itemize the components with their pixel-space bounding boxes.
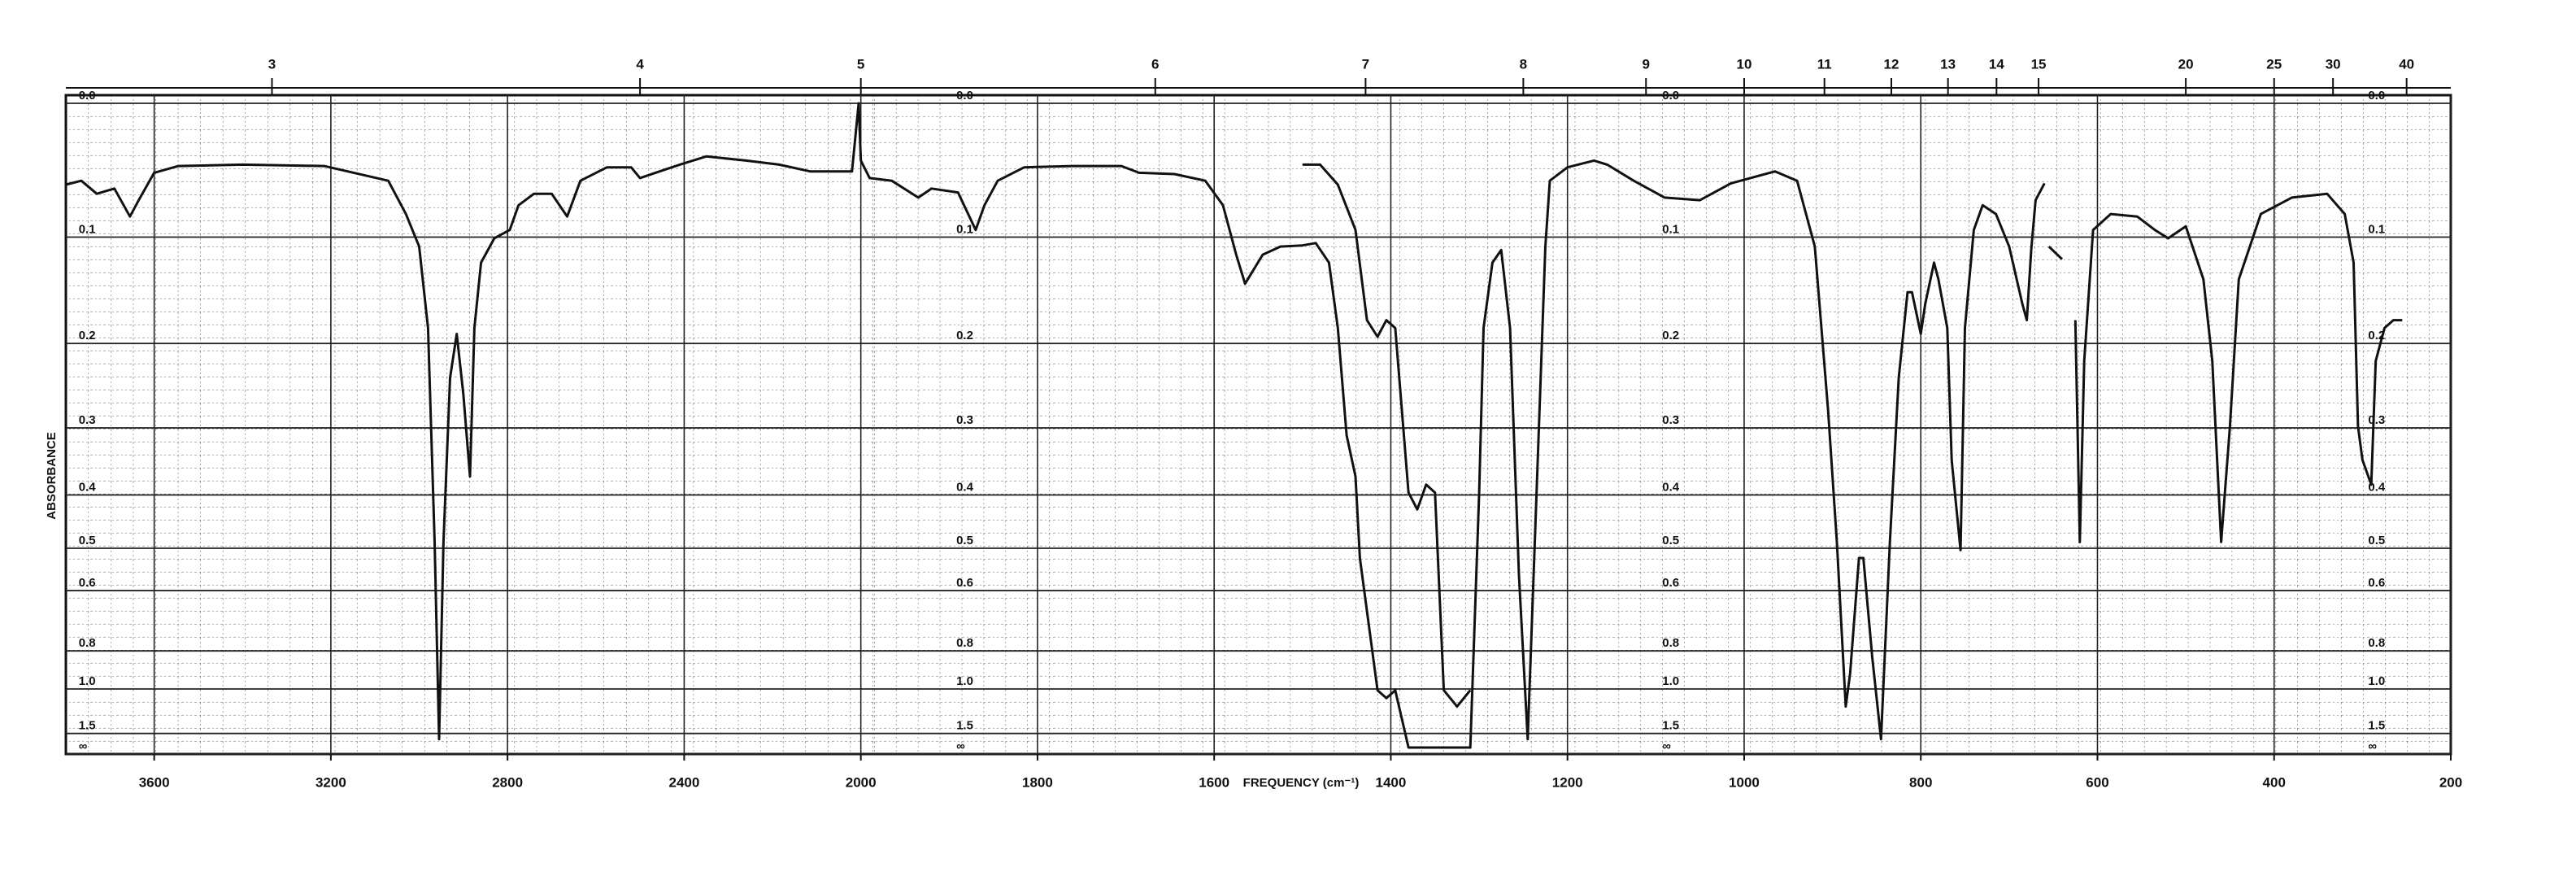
y-tick-label: 0.5 (956, 534, 973, 547)
x2-tick-label: 13 (1940, 56, 1956, 72)
x2-tick-label: 9 (1643, 56, 1650, 72)
y-tick-label: 0.6 (2368, 576, 2385, 590)
x2-tick-label: 12 (1884, 56, 1899, 72)
x2-tick-label: 20 (2178, 56, 2194, 72)
y-tick-label: 0.8 (2368, 636, 2385, 650)
y-tick-label: 0.5 (1662, 534, 1679, 547)
x-axis-label: FREQUENCY (cm⁻¹) (1243, 776, 1360, 790)
x-tick-label: 600 (2086, 774, 2108, 790)
x2-tick-label: 30 (2326, 56, 2341, 72)
x2-tick-label: 14 (1989, 56, 2004, 72)
y-tick-label: 0.3 (1662, 413, 1679, 427)
spectrum-line (65, 102, 2403, 749)
y-tick-label: 0.0 (956, 89, 973, 102)
y-tick-label: ∞ (1662, 739, 1671, 753)
y-tick-label: 0.1 (956, 223, 973, 237)
y-tick-label: 0.3 (79, 413, 96, 427)
y-tick-label: 0.0 (79, 89, 96, 102)
y-tick-label: 0.4 (1662, 480, 1680, 494)
x2-tick-label: 25 (2266, 56, 2282, 72)
x-tick-label: 2000 (846, 774, 877, 790)
y-tick-label: 0.6 (1662, 576, 1679, 590)
y-tick-label: 1.5 (956, 719, 973, 733)
x-tick-label: 200 (2439, 774, 2462, 790)
spectrum-line (1302, 163, 1472, 708)
y-tick-label: 0.8 (956, 636, 973, 650)
y-tick-label: 0.8 (79, 636, 96, 650)
x-tick-label: 3600 (139, 774, 170, 790)
y-tick-label: 0.1 (2368, 223, 2385, 237)
y-tick-label: 0.4 (79, 480, 97, 494)
y-tick-label: 0.0 (1662, 89, 1679, 102)
x2-tick-label: 6 (1151, 56, 1159, 72)
x-tick-label: 800 (1909, 774, 1932, 790)
y-tick-label: 0.6 (956, 576, 973, 590)
x-tick-label: 2400 (668, 774, 699, 790)
y-axis-label: ABSORBANCE (45, 432, 59, 520)
x2-tick-label: 7 (1362, 56, 1369, 72)
y-tick-label: 0.5 (2368, 534, 2385, 547)
y-tick-label: 0.3 (956, 413, 973, 427)
y-tick-label: ∞ (2368, 739, 2377, 753)
y-tick-label: ∞ (956, 739, 965, 753)
x-tick-label: 1000 (1729, 774, 1760, 790)
y-tick-label: 1.0 (2368, 674, 2385, 688)
y-tick-label: 1.5 (2368, 719, 2385, 733)
x-tick-label: 1200 (1552, 774, 1583, 790)
y-tick-label: 0.0 (2368, 89, 2385, 102)
minor-grid (66, 103, 2451, 754)
x2-tick-label: 8 (1520, 56, 1527, 72)
y-tick-label: 1.0 (79, 674, 96, 688)
y-tick-label: 0.2 (1662, 329, 1679, 342)
x-tick-label: 1400 (1376, 774, 1407, 790)
x2-tick-label: 4 (636, 56, 644, 72)
x-tick-label: 1600 (1199, 774, 1229, 790)
y-tick-label: 1.5 (79, 719, 96, 733)
y-tick-label: 1.0 (956, 674, 973, 688)
x-tick-label: 1800 (1022, 774, 1053, 790)
y-tick-label: 0.4 (2368, 480, 2386, 494)
y-tick-label: 0.1 (1662, 223, 1679, 237)
x-tick-label: 3200 (315, 774, 346, 790)
y-tick-label: 0.8 (1662, 636, 1679, 650)
y-tick-label: 0.1 (79, 223, 96, 237)
x2-tick-label: 40 (2399, 56, 2414, 72)
y-tick-label: 0.3 (2368, 413, 2385, 427)
x2-tick-label: 10 (1737, 56, 1752, 72)
x2-tick-label: 15 (2031, 56, 2047, 72)
x2-tick-label: 11 (1817, 56, 1832, 72)
y-tick-label: ∞ (79, 739, 88, 753)
y-tick-label: 1.5 (1662, 719, 1679, 733)
x-tick-label: 400 (2263, 774, 2286, 790)
y-tick-label: 0.2 (956, 329, 973, 342)
x2-tick-label: 5 (857, 56, 864, 72)
x2-tick-label: 3 (268, 56, 276, 72)
x-tick-label: 2800 (492, 774, 523, 790)
y-tick-label: 0.6 (79, 576, 96, 590)
y-tick-label: 1.0 (1662, 674, 1679, 688)
y-tick-label: 0.4 (956, 480, 974, 494)
y-tick-label: 0.2 (79, 329, 96, 342)
y-tick-label: 0.5 (79, 534, 96, 547)
